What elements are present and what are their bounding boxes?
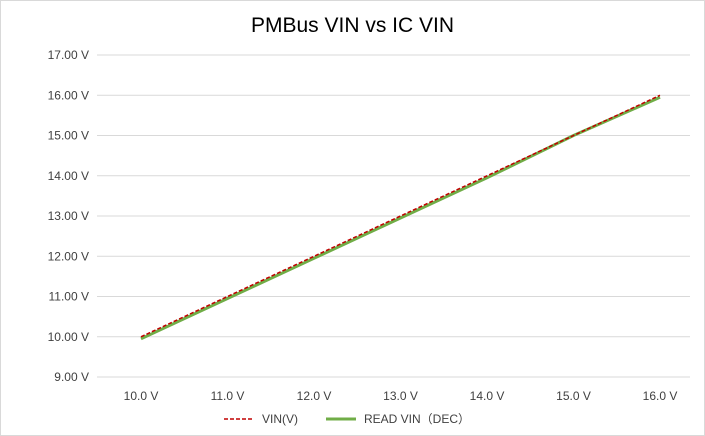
y-tick-label: 10.00 V bbox=[48, 330, 89, 344]
series-line bbox=[140, 94, 661, 338]
x-tick-label: 15.0 V bbox=[556, 389, 591, 403]
x-tick-label: 13.0 V bbox=[383, 389, 418, 403]
legend: VIN(V) READ VIN（DEC） bbox=[224, 412, 470, 426]
y-tick-label: 11.00 V bbox=[49, 290, 89, 304]
y-tick-label: 12.00 V bbox=[48, 249, 89, 263]
y-tick-label: 9.00 V bbox=[54, 370, 89, 384]
legend-label: VIN(V) bbox=[262, 412, 298, 426]
y-tick-label: 15.00 V bbox=[48, 129, 89, 143]
y-tick-label: 14.00 V bbox=[48, 169, 89, 183]
x-tick-label: 10.0 V bbox=[124, 389, 159, 403]
chart-title: PMBus VIN vs IC VIN bbox=[250, 14, 455, 37]
series-lines bbox=[140, 94, 661, 341]
legend-label: READ VIN（DEC） bbox=[364, 412, 470, 426]
y-tick-label: 17.00 V bbox=[48, 48, 89, 62]
x-tick-label: 16.0 V bbox=[643, 389, 678, 403]
series-line bbox=[140, 95, 661, 341]
x-tick-label: 11.0 V bbox=[211, 389, 245, 403]
y-tick-label: 13.00 V bbox=[48, 209, 89, 223]
gridlines bbox=[97, 54, 690, 378]
x-tick-label: 14.0 V bbox=[470, 389, 505, 403]
x-axis-labels: 10.0 V 11.0 V 12.0 V 13.0 V 14.0 V 15.0 V 16.0… bbox=[124, 389, 678, 403]
y-tick-label: 16.00 V bbox=[48, 88, 89, 102]
y-axis-labels: 9.00 V 10.00 V 11.00 V 12.00 V 13.00 V 14.00 … bbox=[48, 48, 89, 384]
x-tick-label: 12.0 V bbox=[297, 389, 332, 403]
